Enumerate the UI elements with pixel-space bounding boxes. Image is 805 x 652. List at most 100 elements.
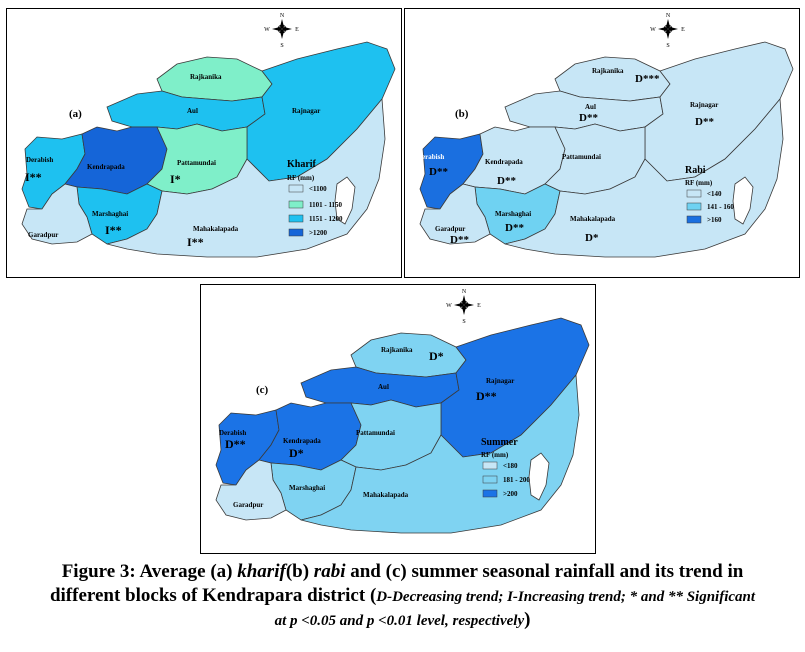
caption-line-3: at p <0.05 and p <0.01 level, respective… — [0, 609, 805, 632]
trend-garadpur: D** — [450, 234, 469, 246]
trend-marshaghai: D** — [505, 222, 524, 234]
compass-s: S — [280, 43, 283, 49]
legend-unit: RF (mm) — [481, 451, 509, 459]
caption-line-1: Figure 3: Average (a) kharif(b) rabi and… — [0, 560, 805, 584]
map-panel-summer: N S E W (c) Rajkanika D* Aul Rajnagar D*… — [200, 284, 596, 554]
map-panel-rabi: N S E W (b) Rajkanika D*** Aul D** Rajna… — [404, 8, 800, 278]
legend-swatch-2 — [686, 202, 702, 211]
trend-rajkanika: D* — [429, 349, 444, 363]
compass-icon: N S E W — [446, 289, 481, 325]
legend-title: Rabi — [685, 165, 706, 176]
summer-map: N S E W (c) Rajkanika D* Aul Rajnagar D*… — [215, 289, 590, 534]
block-label-rajkanika: Rajkanika — [592, 67, 624, 75]
legend-item-3: 1151 - 1200 — [309, 215, 343, 223]
caption-kharif: kharif — [237, 561, 286, 582]
caption-rabi: rabi — [313, 561, 346, 582]
block-label-kendrapada: Kendrapada — [485, 158, 523, 166]
block-label-kendrapada: Kendrapada — [283, 437, 321, 445]
compass-e: E — [681, 27, 685, 33]
legend-item-1: <140 — [707, 190, 722, 198]
compass-n: N — [462, 289, 467, 295]
caption-part: and (c) summer seasonal rainfall and its… — [345, 561, 744, 582]
caption-part: Figure 3: Average (a) — [61, 561, 238, 582]
legend-unit: RF (mm) — [287, 174, 315, 182]
legend: Kharif RF (mm) <1100 1101 - 1150 1151 - … — [287, 159, 343, 237]
rabi-map: N S E W (b) Rajkanika D*** Aul D** Rajna… — [417, 13, 794, 258]
block-label-rajnagar: Rajnagar — [292, 107, 320, 115]
legend-item-2: 181 - 200 — [503, 476, 530, 484]
legend-item-2: 1101 - 1150 — [309, 201, 343, 209]
panel-label: (a) — [69, 108, 82, 120]
compass-w: W — [446, 303, 452, 309]
legend-swatch-3 — [288, 214, 304, 223]
legend-swatch-1 — [482, 461, 498, 470]
figure-caption: Figure 3: Average (a) kharif(b) rabi and… — [0, 560, 805, 632]
block-label-mahakalapada: Mahakalapada — [363, 491, 409, 499]
trend-derabish: D** — [225, 437, 246, 451]
trend-pattamundai: I* — [170, 172, 181, 186]
legend-unit: RF (mm) — [685, 179, 713, 187]
block-label-aul: Aul — [585, 103, 596, 111]
block-label-garadpur: Garadpur — [233, 501, 263, 509]
caption-note: D-Decreasing trend; I-Increasing trend; … — [376, 589, 756, 605]
block-label-aul: Aul — [187, 107, 198, 115]
compass-n: N — [280, 13, 285, 19]
trend-aul: D** — [579, 112, 598, 124]
trend-rajkanika: D*** — [635, 73, 660, 85]
legend-item-2: 141 - 160 — [707, 203, 734, 211]
trend-marshaghai: I** — [105, 223, 122, 237]
legend-swatch-2 — [288, 200, 304, 209]
kharif-map: N S E W (a) Rajkanika Aul Rajnagar Derab… — [21, 13, 396, 258]
block-label-derabish: Derabish — [26, 156, 53, 164]
block-label-rajkanika: Rajkanika — [381, 346, 413, 354]
trend-derabish: I** — [25, 170, 42, 184]
legend-swatch-1 — [288, 184, 304, 193]
legend-swatch-3 — [686, 215, 702, 224]
caption-line-2: different blocks of Kendrapara district … — [0, 584, 805, 609]
panel-label: (c) — [256, 384, 269, 396]
block-label-mahakalapada: Mahakalapada — [570, 215, 616, 223]
legend-item-3: >200 — [503, 490, 518, 498]
compass-w: W — [264, 27, 270, 33]
legend-swatch-2 — [482, 475, 498, 484]
block-label-marshaghai: Marshaghai — [92, 210, 128, 218]
legend: Summer RF (mm) <180 181 - 200 >200 — [481, 437, 530, 498]
trend-mahakalapada: I** — [187, 235, 204, 249]
block-label-derabish: Derabish — [417, 153, 444, 161]
block-label-rajnagar: Rajnagar — [486, 377, 514, 385]
trend-kendrapada: D** — [497, 175, 516, 187]
compass-icon: N S E W — [264, 13, 299, 49]
trend-derabish: D** — [429, 166, 448, 178]
legend-item-1: <1100 — [309, 185, 327, 193]
block-label-aul: Aul — [378, 383, 389, 391]
block-label-pattamundai: Pattamundai — [177, 159, 216, 167]
panel-label: (b) — [455, 108, 469, 120]
trend-rajnagar: D** — [476, 389, 497, 403]
block-label-marshaghai: Marshaghai — [289, 484, 325, 492]
trend-rajnagar: D** — [695, 116, 714, 128]
block-label-marshaghai: Marshaghai — [495, 210, 531, 218]
legend-swatch-1 — [686, 189, 702, 198]
block-label-pattamundai: Pattamundai — [562, 153, 601, 161]
compass-icon: N S E W — [650, 13, 685, 49]
caption-part: (b) — [285, 561, 314, 582]
block-label-rajnagar: Rajnagar — [690, 101, 718, 109]
legend-title: Kharif — [287, 159, 317, 170]
block-label-garadpur: Garadpur — [28, 231, 58, 239]
block-label-kendrapada: Kendrapada — [87, 163, 125, 171]
compass-w: W — [650, 27, 656, 33]
map-panel-kharif: N S E W (a) Rajkanika Aul Rajnagar Derab… — [6, 8, 402, 278]
compass-s: S — [462, 319, 465, 325]
block-label-derabish: Derabish — [219, 429, 246, 437]
legend-item-4: >1200 — [309, 229, 327, 237]
legend-title: Summer — [481, 437, 518, 448]
block-label-garadpur: Garadpur — [435, 225, 465, 233]
block-label-rajkanika: Rajkanika — [190, 73, 222, 81]
trend-mahakalapada: D* — [585, 232, 599, 244]
legend-item-1: <180 — [503, 462, 518, 470]
compass-e: E — [477, 303, 481, 309]
caption-end: ) — [524, 609, 531, 630]
legend: Rabi RF (mm) <140 141 - 160 >160 — [685, 165, 734, 224]
caption-note-2: at p <0.05 and p <0.01 level, respective… — [274, 613, 525, 629]
trend-kendrapada: D* — [289, 446, 304, 460]
